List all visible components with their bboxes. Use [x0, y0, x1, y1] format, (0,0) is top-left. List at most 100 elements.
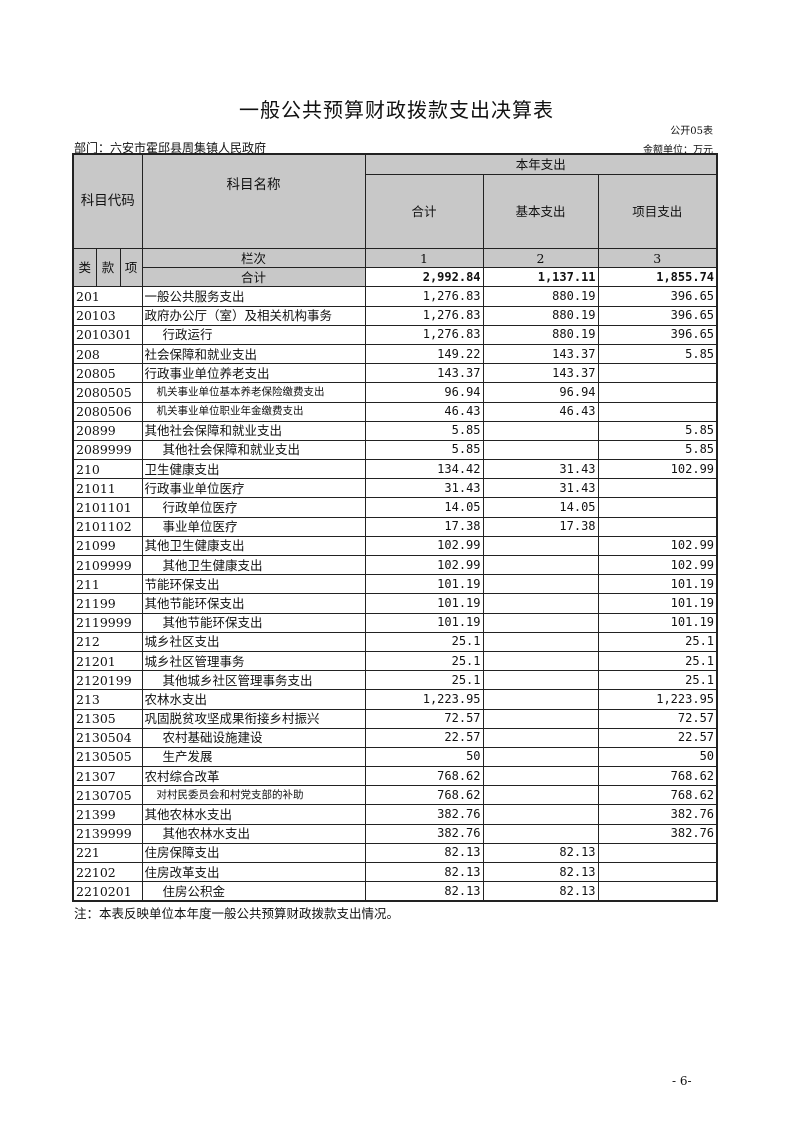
row-name: 其他卫生健康支出: [141, 535, 366, 557]
row-code: 2089999: [72, 439, 143, 461]
row-name: 机关事业单位职业年金缴费支出: [141, 401, 366, 422]
row-code: 212: [72, 631, 143, 652]
table-row: 21305 巩固脱贫攻坚成果衔接乡村振兴 72.57 72.57: [72, 708, 718, 729]
row-project: 396.65: [597, 286, 718, 307]
row-code: 201: [72, 286, 143, 307]
row-name: 其他社会保障和就业支出: [141, 420, 366, 441]
row-code: 21201: [72, 650, 143, 672]
row-name: 行政单位医疗: [141, 497, 366, 518]
row-basic: 31.43: [482, 478, 599, 499]
row-basic: [482, 593, 599, 614]
row-project: 25.1: [597, 631, 718, 652]
row-project: 50: [597, 746, 718, 768]
row-code: 2130705: [72, 785, 143, 806]
row-total: 17.38: [364, 516, 484, 537]
row-basic: [482, 746, 599, 768]
row-basic: [482, 785, 599, 806]
row-name: 其他节能环保支出: [141, 612, 366, 633]
row-project: 382.76: [597, 804, 718, 825]
row-total: 5.85: [364, 420, 484, 441]
row-total: 82.13: [364, 881, 484, 902]
row-basic: 82.13: [482, 881, 599, 902]
row-project: 396.65: [597, 305, 718, 326]
table-row: 2210201 住房公积金 82.13 82.13: [72, 881, 718, 902]
row-total: 25.1: [364, 631, 484, 652]
table-row: 210 卫生健康支出 134.42 31.43 102.99: [72, 459, 718, 480]
row-name: 住房改革支出: [141, 861, 366, 883]
row-total: 5.85: [364, 439, 484, 461]
header-code: 科目代码: [72, 153, 143, 249]
page-number: - 6-: [672, 1074, 692, 1088]
row-name: 其他农林水支出: [141, 804, 366, 825]
row-name: 社会保障和就业支出: [141, 343, 366, 365]
row-total: 25.1: [364, 670, 484, 691]
row-project: 102.99: [597, 535, 718, 557]
row-total: 14.05: [364, 497, 484, 518]
row-project: [597, 382, 718, 403]
row-project: 396.65: [597, 324, 718, 345]
row-project: 72.57: [597, 708, 718, 729]
row-total: 101.19: [364, 593, 484, 614]
row-basic: 82.13: [482, 861, 599, 883]
row-basic: 143.37: [482, 363, 599, 384]
row-code: 213: [72, 689, 143, 710]
table-row: 2119999 其他节能环保支出 101.19 101.19: [72, 612, 718, 633]
row-basic: 14.05: [482, 497, 599, 518]
table-row: 211 节能环保支出 101.19 101.19: [72, 574, 718, 595]
row-name: 机关事业单位基本养老保险缴费支出: [141, 382, 366, 403]
row-project: 5.85: [597, 343, 718, 365]
row-code: 2119999: [72, 612, 143, 633]
row-code: 21307: [72, 766, 143, 787]
row-basic: [482, 650, 599, 672]
row-name: 城乡社区管理事务: [141, 650, 366, 672]
row-name: 其他社会保障和就业支出: [141, 439, 366, 461]
column-order-label: 栏次: [141, 247, 366, 269]
total-row-total: 2,992.84: [364, 267, 484, 288]
row-total: 382.76: [364, 823, 484, 844]
row-project: [597, 842, 718, 864]
row-code: 2080505: [72, 382, 143, 403]
row-basic: [482, 612, 599, 633]
row-name: 政府办公厅（室）及相关机构事务: [141, 305, 366, 326]
table-row: 2109999 其他卫生健康支出 102.99 102.99: [72, 554, 718, 576]
row-project: 101.19: [597, 612, 718, 633]
row-name: 其他节能环保支出: [141, 593, 366, 614]
row-total: 1,276.83: [364, 324, 484, 345]
row-basic: [482, 439, 599, 461]
row-total: 50: [364, 746, 484, 768]
row-name: 生产发展: [141, 746, 366, 768]
row-total: 1,276.83: [364, 286, 484, 307]
table-row: 208 社会保障和就业支出 149.22 143.37 5.85: [72, 343, 718, 365]
row-project: 5.85: [597, 439, 718, 461]
row-basic: [482, 631, 599, 652]
row-total: 134.42: [364, 459, 484, 480]
row-code: 2130505: [72, 746, 143, 768]
row-total: 1,223.95: [364, 689, 484, 710]
row-total: 31.43: [364, 478, 484, 499]
row-basic: [482, 670, 599, 691]
table-row: 21099 其他卫生健康支出 102.99 102.99: [72, 535, 718, 557]
table-row: 212 城乡社区支出 25.1 25.1: [72, 631, 718, 652]
row-total: 143.37: [364, 363, 484, 384]
table-row: 2080505 机关事业单位基本养老保险缴费支出 96.94 96.94: [72, 382, 718, 403]
row-total: 96.94: [364, 382, 484, 403]
row-code: 2101101: [72, 497, 143, 518]
row-code: 2010301: [72, 324, 143, 345]
table-row: 2080506 机关事业单位职业年金缴费支出 46.43 46.43: [72, 401, 718, 422]
row-basic: [482, 823, 599, 844]
row-name: 农村综合改革: [141, 766, 366, 787]
row-name: 住房公积金: [141, 881, 366, 902]
row-project: 25.1: [597, 650, 718, 672]
row-name: 行政运行: [141, 324, 366, 345]
header-this-year: 本年支出: [364, 153, 718, 175]
row-name: 城乡社区支出: [141, 631, 366, 652]
row-project: 101.19: [597, 574, 718, 595]
row-code: 2080506: [72, 401, 143, 422]
row-total: 46.43: [364, 401, 484, 422]
total-row-project: 1,855.74: [597, 267, 718, 288]
row-total: 1,276.83: [364, 305, 484, 326]
column-number-2: 2: [482, 247, 599, 269]
row-code: 2101102: [72, 516, 143, 537]
table-row: 201 一般公共服务支出 1,276.83 880.19 396.65: [72, 286, 718, 307]
row-basic: 880.19: [482, 286, 599, 307]
